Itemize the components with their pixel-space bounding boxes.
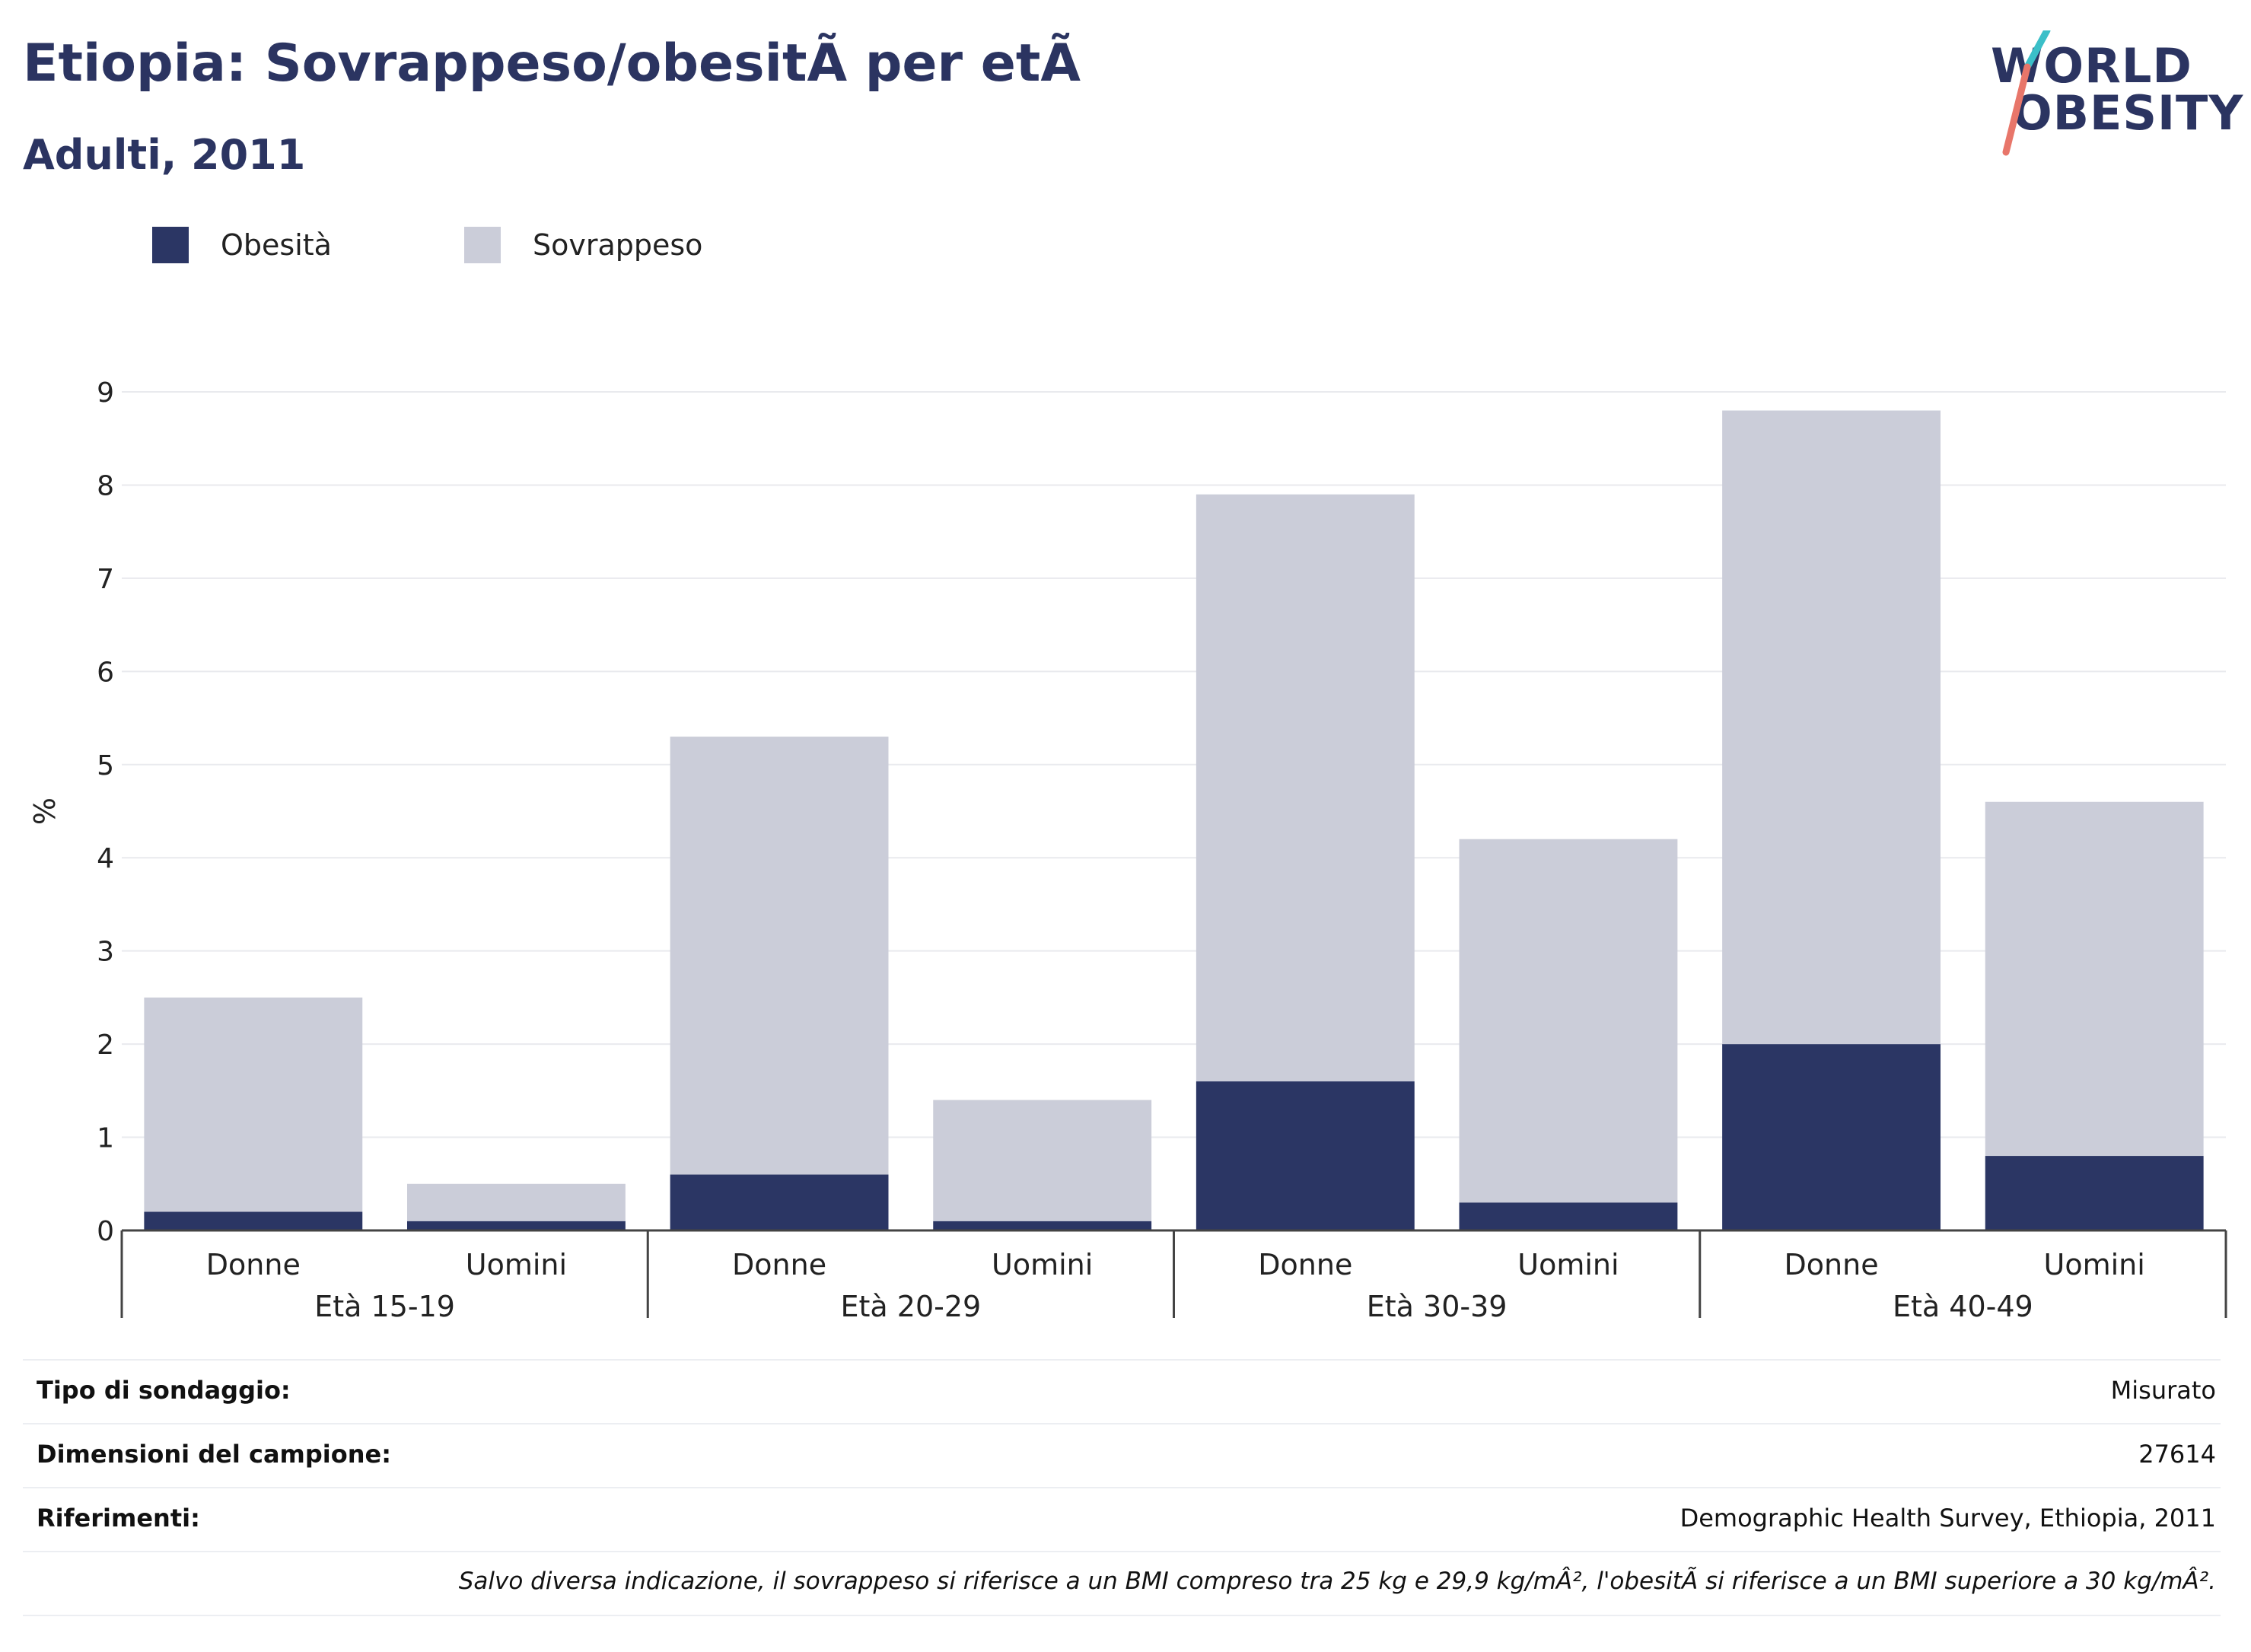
bar-obesita	[1196, 1081, 1415, 1230]
legend-label-obesita: Obesità	[221, 228, 332, 262]
y-tick-label: 9	[97, 377, 114, 409]
bar-sovrappeso	[144, 997, 363, 1212]
y-tick-label: 3	[97, 937, 114, 968]
bar-obesita	[144, 1211, 363, 1230]
y-tick-label: 7	[97, 564, 114, 595]
y-tick-label: 8	[97, 470, 114, 501]
info-row-survey-type: Tipo di sondaggio: Misurato	[23, 1359, 2221, 1423]
chart-title: Etiopia: Sovrappeso/obesitÃ per etÃ	[23, 33, 1081, 94]
group-label: Età 30-39	[1367, 1290, 1508, 1323]
group-label: Età 20-29	[841, 1290, 982, 1323]
info-row-sample-size: Dimensioni del campione: 27614	[23, 1423, 2221, 1487]
chart-subtitle: Adulti, 2011	[23, 131, 306, 179]
y-tick-label: 6	[97, 657, 114, 688]
bar-obesita	[1459, 1202, 1678, 1230]
bar-sovrappeso	[1985, 801, 2204, 1157]
x-tick-label: Uomini	[1517, 1248, 1619, 1281]
info-row-references: Riferimenti: Demographic Health Survey, …	[23, 1487, 2221, 1551]
bar-sovrappeso	[1722, 410, 1941, 1045]
info-label: Tipo di sondaggio:	[37, 1376, 291, 1405]
x-tick-label: Donne	[206, 1248, 301, 1281]
legend-label-sovrappeso: Sovrappeso	[533, 228, 703, 262]
footnote: Salvo diversa indicazione, il sovrappeso…	[458, 1568, 2216, 1595]
x-tick-label: Uomini	[992, 1248, 1093, 1281]
y-tick-label: 4	[97, 843, 114, 874]
legend-swatch-obesita	[152, 227, 189, 263]
info-label: Dimensioni del campione:	[37, 1440, 392, 1469]
world-obesity-logo: WORLD OBESITY	[1979, 30, 2243, 167]
logo-line-2: OBESITY	[2012, 85, 2244, 141]
info-row-footnote: Salvo diversa indicazione, il sovrappeso…	[23, 1551, 2221, 1616]
x-tick-label: Uomini	[2044, 1248, 2145, 1281]
x-tick-label: Uomini	[466, 1248, 567, 1281]
info-label: Riferimenti:	[37, 1504, 200, 1533]
x-tick-label: Donne	[732, 1248, 826, 1281]
info-value: Demographic Health Survey, Ethiopia, 201…	[1679, 1504, 2216, 1533]
bar-obesita	[407, 1221, 626, 1230]
bar-obesita	[670, 1174, 889, 1230]
logo-slash-icon	[2002, 30, 2051, 156]
bar-obesita	[1985, 1156, 2204, 1230]
info-table: Tipo di sondaggio: Misurato Dimensioni d…	[23, 1359, 2221, 1616]
bar-sovrappeso	[1196, 494, 1415, 1082]
x-tick-label: Donne	[1258, 1248, 1352, 1281]
legend-swatch-sovrappeso	[464, 227, 501, 263]
group-label: Età 15-19	[314, 1290, 455, 1323]
bar-obesita	[933, 1221, 1152, 1230]
group-label: Età 40-49	[1893, 1290, 2033, 1323]
bar-sovrappeso	[407, 1183, 626, 1221]
info-value: 27614	[2138, 1440, 2216, 1469]
bar-sovrappeso	[670, 737, 889, 1175]
y-tick-label: 2	[97, 1030, 114, 1061]
y-axis-label: %	[28, 797, 62, 825]
bar-obesita	[1722, 1044, 1941, 1230]
bar-sovrappeso	[1459, 839, 1678, 1203]
y-tick-label: 1	[97, 1123, 114, 1154]
info-value: Misurato	[2110, 1376, 2216, 1405]
y-tick-label: 0	[97, 1216, 114, 1247]
bar-sovrappeso	[933, 1100, 1152, 1221]
bar-chart: 0 1 2 3 4 5 6 7 8 9% Donne Uomini Donne Uomini Donne Uo…	[28, 377, 2227, 1323]
y-tick-label: 5	[97, 750, 114, 781]
x-tick-label: Donne	[1785, 1248, 1879, 1281]
